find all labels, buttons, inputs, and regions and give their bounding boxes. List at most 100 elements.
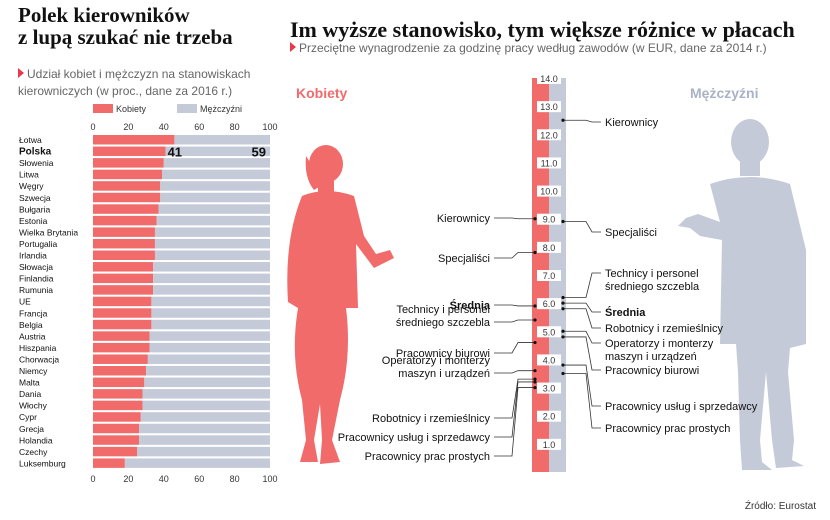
men-value-dot — [561, 301, 565, 305]
legend-label-men: Mężczyźni — [200, 104, 242, 114]
men-occupation-label: Robotnicy i rzemieślnicy — [605, 323, 723, 335]
tick-label-box — [537, 410, 561, 422]
category-label: Niemcy — [19, 366, 48, 376]
bar-men — [165, 146, 270, 157]
women-value-dot — [533, 217, 537, 221]
bar-women — [93, 435, 140, 445]
men-leader-line — [563, 373, 601, 429]
bar-men — [149, 342, 270, 353]
category-label: Bułgaria — [19, 204, 50, 214]
category-label: Portugalia — [19, 239, 58, 249]
women-value-dot — [533, 377, 537, 381]
tick-label: 11.0 — [541, 158, 558, 168]
bar-women — [93, 250, 155, 260]
bar-men — [146, 366, 270, 376]
women-occupation-label: Średnia — [450, 299, 491, 312]
bar-women — [93, 181, 161, 191]
tick-label: 14.0 — [540, 74, 558, 84]
category-label: UE — [19, 297, 31, 307]
women-occupation-label: Pracownicy biurowi — [396, 348, 490, 360]
tick-label: 6.0 — [543, 299, 556, 309]
category-label: Belgia — [19, 320, 43, 330]
women-value-dot — [533, 380, 537, 384]
women-value-dot — [533, 304, 537, 308]
left-subtitle: Udział kobiet i mężczyzn na stanowiskach… — [18, 66, 250, 100]
right-subtitle: Przeciętne wynagrodzenie za godzinę prac… — [290, 40, 767, 57]
bar-men — [137, 446, 270, 457]
tick-label: 3.0 — [543, 384, 556, 394]
tick-label-box — [537, 298, 561, 310]
category-label: Holandia — [19, 435, 53, 445]
men-leader-line — [563, 302, 601, 313]
bar-women — [93, 192, 161, 203]
tick-label: 8.0 — [543, 243, 556, 253]
category-label: Estonia — [19, 216, 48, 226]
tick-label-box — [537, 213, 561, 225]
x-tick-label-top: 60 — [194, 122, 204, 132]
x-tick-label-bottom: 40 — [159, 474, 169, 484]
bar-women — [93, 135, 175, 145]
category-label: Austria — [19, 331, 46, 341]
left-subtitle-line1: Udział kobiet i mężczyzn na stanowiskach — [27, 67, 251, 81]
men-value-dot — [561, 371, 565, 376]
bar-men — [142, 389, 270, 399]
bar-men — [124, 458, 270, 468]
men-leader-line — [563, 272, 601, 298]
bar-women — [93, 238, 155, 249]
tick-label-box — [537, 73, 561, 84]
bar-men — [154, 238, 270, 249]
men-value-dot — [561, 295, 565, 300]
triangle-marker-icon — [290, 42, 296, 52]
category-label: Luksemburg — [19, 458, 66, 468]
bar-women — [93, 458, 125, 468]
women-occupation-label: Pracownicy prac prostych — [365, 451, 490, 463]
men-occupation-label: Technicy i personel — [605, 268, 699, 280]
bar-women — [93, 377, 145, 388]
bar-women — [93, 204, 159, 214]
women-leader-line — [494, 217, 535, 220]
women-occupation-label: Pracownicy usług i sprzedawcy — [338, 432, 491, 444]
tick-label-box — [537, 326, 561, 338]
men-leader-line — [563, 330, 601, 344]
wage-scale-chart: Kobiety Mężczyźni 1.0 2.0 3.0 4.0 5.0 6.0 7.0 8… — [287, 73, 806, 472]
category-label: Malta — [19, 378, 40, 388]
tick-label: 13.0 — [540, 102, 558, 112]
tick-label-box — [537, 129, 561, 141]
bar-men — [160, 192, 270, 203]
left-title-line1: Polek kierowników — [18, 3, 190, 27]
women-value-dot — [533, 340, 537, 345]
category-label: Cypr — [19, 412, 37, 422]
bar-women — [93, 158, 164, 168]
source-note: Źródło: Eurostat — [744, 501, 816, 512]
tick-label-box — [537, 438, 561, 450]
bar-men — [174, 135, 270, 145]
x-tick-label-top: 0 — [90, 122, 95, 132]
bar-men — [144, 377, 270, 388]
tick-label-box — [537, 101, 561, 113]
category-label: Francja — [19, 308, 48, 318]
tick-label: 5.0 — [543, 327, 556, 337]
bar-women — [93, 146, 166, 157]
category-label: Szwecja — [19, 193, 51, 203]
bar-men — [154, 250, 270, 260]
legend-swatch-men — [177, 104, 197, 113]
men-occupation-label: Pracownicy prac prostych — [605, 423, 730, 435]
women-leader-line — [494, 378, 535, 419]
x-tick-label-top: 100 — [262, 122, 277, 132]
tick-label: 2.0 — [543, 412, 556, 422]
bar-men — [151, 296, 270, 307]
bar-women — [93, 319, 152, 330]
women-leader-line — [494, 370, 535, 374]
bar-women — [93, 342, 150, 353]
men-occupation-label: Specjaliści — [605, 227, 657, 239]
bar-women — [93, 285, 154, 295]
category-label: Włochy — [19, 401, 48, 411]
bar-women — [93, 331, 150, 341]
bar-women — [93, 446, 138, 457]
bar-men — [151, 319, 270, 330]
tick-label: 10.0 — [540, 187, 558, 197]
women-value-dot — [533, 250, 537, 255]
woman-silhouette-icon — [287, 145, 394, 464]
men-leader-line — [563, 221, 601, 233]
bar-men — [153, 285, 270, 295]
